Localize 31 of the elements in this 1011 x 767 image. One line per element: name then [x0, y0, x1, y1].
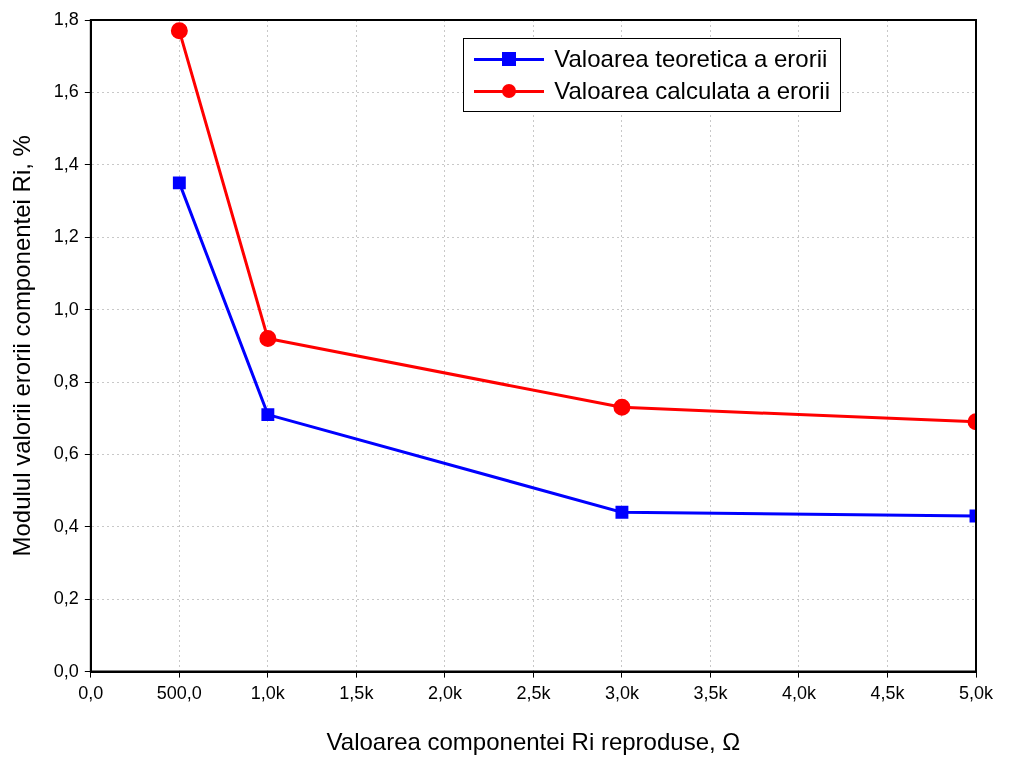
y-tick-label: 0,4: [53, 515, 79, 536]
x-tick-label: 1,0k: [250, 683, 286, 704]
x-axis-title: Valoarea componentei Ri reproduse, Ω: [326, 728, 741, 756]
y-tick-label: 0,6: [53, 443, 79, 464]
y-tick-label: 0,2: [53, 588, 79, 609]
y-tick-label: 1,0: [53, 298, 79, 319]
legend-label: Valoarea teoretica a erorii: [554, 45, 828, 73]
point: [261, 408, 275, 422]
point: [259, 330, 277, 348]
legend-label: Valoarea calculata a erorii: [554, 77, 830, 105]
y-tick-label: 1,6: [53, 81, 79, 102]
x-tick-label: 4,0k: [781, 683, 817, 704]
point: [170, 22, 188, 40]
x-tick-label: 2,0k: [427, 683, 463, 704]
y-axis-title: Modulul valorii erorii componentei Ri, %: [8, 135, 36, 557]
point: [613, 398, 631, 416]
y-tick-label: 1,8: [53, 8, 79, 29]
y-tick-label: 1,4: [53, 153, 79, 174]
x-tick-label: 500,0: [156, 683, 202, 704]
x-tick-label: 0,0: [78, 683, 104, 704]
x-tick-label: 3,0k: [604, 683, 640, 704]
x-tick-label: 3,5k: [693, 683, 729, 704]
x-tick-label: 4,5k: [870, 683, 906, 704]
point: [615, 505, 629, 519]
y-tick-label: 1,2: [53, 226, 79, 247]
x-tick-label: 1,5k: [339, 683, 375, 704]
x-tick-label: 5,0k: [958, 683, 995, 704]
y-tick-label: 0,8: [53, 370, 79, 391]
point: [172, 176, 186, 190]
y-tick-label: 0,0: [53, 660, 79, 681]
x-tick-label: 2,5k: [516, 683, 552, 704]
